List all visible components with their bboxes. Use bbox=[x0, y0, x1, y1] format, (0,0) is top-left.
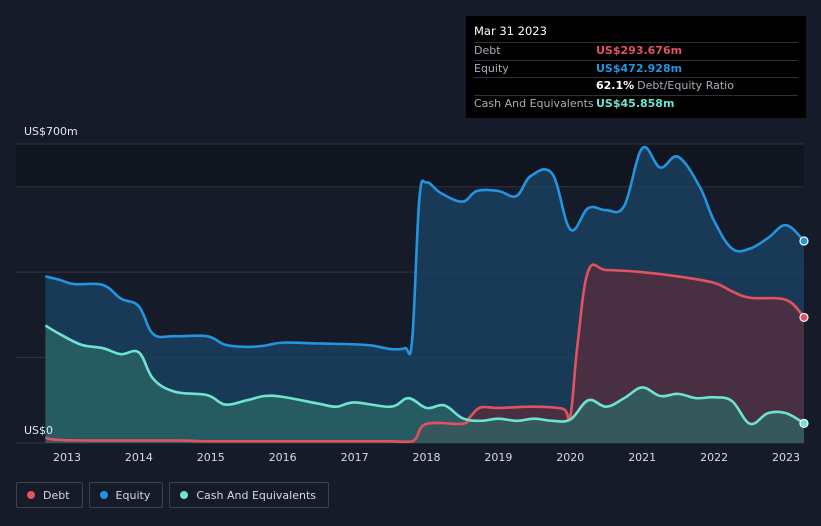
equity-line bbox=[45, 145, 805, 356]
tooltip-debt-value: US$293.676m bbox=[596, 44, 683, 57]
data-tooltip: Mar 31 2023 Debt US$293.676m Equity US$4… bbox=[466, 16, 806, 118]
tooltip-debt-row: Debt US$293.676m bbox=[474, 42, 798, 60]
tooltip-equity-row: Equity US$472.928m bbox=[474, 59, 798, 78]
equity-endpoint bbox=[799, 236, 809, 246]
x-tick-label: 2013 bbox=[53, 451, 81, 464]
cash-and-equivalents-endpoint bbox=[799, 418, 809, 428]
tooltip-cash-label: Cash And Equivalents bbox=[474, 96, 594, 110]
legend-debt-toggle[interactable]: Debt bbox=[16, 482, 83, 508]
legend-cash-label: Cash And Equivalents bbox=[196, 488, 316, 502]
x-tick-label: 2015 bbox=[197, 451, 225, 464]
chart-legend: Debt Equity Cash And Equivalents bbox=[16, 482, 329, 508]
tooltip-date: Mar 31 2023 bbox=[474, 24, 547, 38]
y-axis-top-label: US$700m bbox=[24, 125, 78, 138]
x-tick-label: 2020 bbox=[556, 451, 584, 464]
tooltip-ratio-label: Debt/Equity Ratio bbox=[637, 79, 734, 92]
debt-area bbox=[45, 264, 804, 443]
x-tick-label: 2016 bbox=[269, 451, 297, 464]
debt-dot-icon bbox=[27, 491, 35, 499]
y-axis-bottom-label: US$0 bbox=[24, 424, 54, 437]
x-tick-label: 2023 bbox=[772, 451, 800, 464]
tooltip-cash-value: US$45.858m bbox=[596, 96, 675, 110]
tooltip-equity-label: Equity bbox=[474, 61, 509, 75]
legend-cash-toggle[interactable]: Cash And Equivalents bbox=[169, 482, 329, 508]
cash-dot-icon bbox=[180, 491, 189, 499]
x-tick-label: 2018 bbox=[413, 451, 441, 464]
tooltip-ratio-row: 62.1% Debt/Equity Ratio bbox=[474, 77, 798, 95]
x-tick-label: 2014 bbox=[125, 451, 153, 464]
cash-and-equivalents-line bbox=[44, 324, 805, 426]
legend-debt-label: Debt bbox=[43, 488, 70, 502]
x-tick-label: 2021 bbox=[628, 451, 656, 464]
tooltip-cash-row: Cash And Equivalents US$45.858m bbox=[474, 94, 798, 113]
debt-line bbox=[45, 263, 805, 444]
tooltip-equity-value: US$472.928m bbox=[596, 61, 683, 75]
legend-equity-toggle[interactable]: Equity bbox=[88, 482, 164, 508]
legend-equity-label: Equity bbox=[115, 488, 151, 502]
tooltip-debt-label: Debt bbox=[474, 44, 501, 57]
debt-endpoint bbox=[799, 312, 809, 323]
x-tick-label: 2019 bbox=[484, 451, 512, 464]
cash-and-equivalents-area bbox=[45, 325, 804, 443]
tooltip-ratio-value: 62.1% bbox=[596, 79, 635, 92]
equity-dot-icon bbox=[99, 491, 108, 499]
x-tick-label: 2017 bbox=[341, 451, 369, 464]
x-tick-label: 2022 bbox=[700, 451, 728, 464]
